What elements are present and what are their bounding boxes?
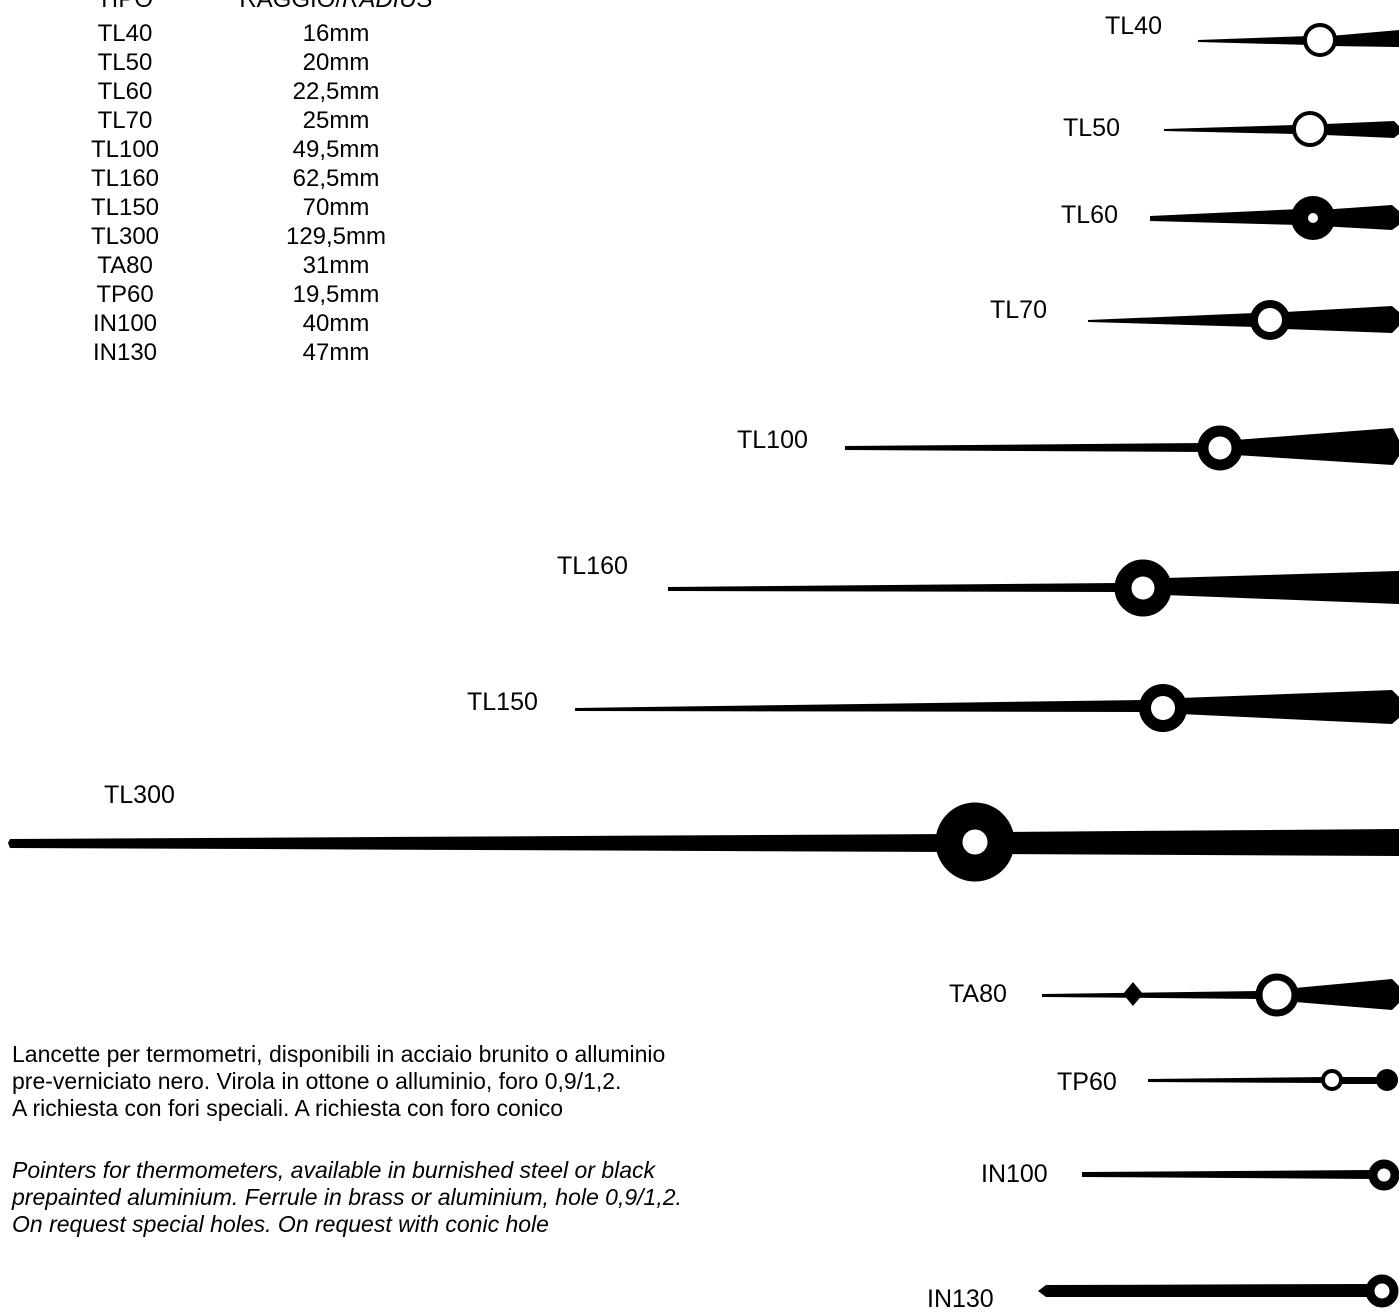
row-radius: 70mm xyxy=(302,194,370,221)
pointer-label-tl160: TL160 xyxy=(557,552,628,580)
description-italian: Lancette per termometri, disponibili in … xyxy=(12,1041,802,1122)
row-radius: 20mm xyxy=(302,49,370,76)
row-type: TL40 xyxy=(97,20,153,47)
row-radius: 40mm xyxy=(302,310,370,337)
description-line: pre-verniciato nero. Virola in ottone o … xyxy=(12,1068,622,1094)
row-type: TL50 xyxy=(97,49,153,76)
pointer-tp60-graphic xyxy=(1148,1069,1398,1091)
row-type: TL100 xyxy=(90,136,160,163)
row-radius: 129,5mm xyxy=(285,223,387,250)
table-header: TIPO RAGGIO/RADIUS xyxy=(0,0,460,14)
row-radius: 19,5mm xyxy=(292,281,380,308)
header-radius: RAGGIO/RADIUS xyxy=(190,0,482,14)
pointer-in130-graphic xyxy=(1038,1274,1399,1308)
row-type: TL300 xyxy=(90,223,160,250)
table-row: TL100 49,5mm xyxy=(0,135,460,164)
pointer-label-tl50: TL50 xyxy=(1063,114,1120,142)
description-line: prepainted aluminium. Ferrule in brass o… xyxy=(12,1184,682,1210)
pointer-tl150-graphic xyxy=(575,684,1399,732)
pointer-tl300-graphic xyxy=(8,802,1399,882)
pointer-in100-graphic xyxy=(1082,1159,1399,1191)
pointer-tl100-graphic xyxy=(845,425,1399,471)
table-row: TA80 31mm xyxy=(0,251,460,280)
table-row: TL150 70mm xyxy=(0,193,460,222)
row-type: TL70 xyxy=(97,107,153,134)
pointer-label-tl60: TL60 xyxy=(1061,201,1118,229)
table-row: IN100 40mm xyxy=(0,309,460,338)
table-row: TL160 62,5mm xyxy=(0,164,460,193)
pointer-label-in100: IN100 xyxy=(981,1160,1048,1188)
table-row: TL70 25mm xyxy=(0,106,460,135)
header-type: TIPO xyxy=(60,0,190,14)
pointer-tl160-graphic xyxy=(668,559,1399,617)
pointer-tl60-graphic xyxy=(1150,196,1399,240)
table-row: TP60 19,5mm xyxy=(0,280,460,309)
pointer-label-tp60: TP60 xyxy=(1057,1068,1117,1096)
row-radius: 16mm xyxy=(302,20,370,47)
table-row: TL50 20mm xyxy=(0,48,460,77)
description-line: A richiesta con fori speciali. A richies… xyxy=(12,1095,564,1121)
row-type: TL60 xyxy=(97,78,153,105)
description-english: Pointers for thermometers, available in … xyxy=(12,1157,802,1238)
row-radius: 62,5mm xyxy=(292,165,380,192)
pointer-label-tl70: TL70 xyxy=(990,296,1047,324)
row-radius: 22,5mm xyxy=(292,78,380,105)
row-type: TP60 xyxy=(96,281,154,308)
table-row: TL60 22,5mm xyxy=(0,77,460,106)
pointer-label-tl100: TL100 xyxy=(737,426,808,454)
pointer-label-ta80: TA80 xyxy=(949,980,1007,1008)
table-row: TL40 16mm xyxy=(0,19,460,48)
row-type: IN100 xyxy=(92,310,158,337)
pointer-label-tl40: TL40 xyxy=(1105,12,1162,40)
row-type: TL160 xyxy=(90,165,160,192)
pointer-tl70-graphic xyxy=(1088,300,1399,340)
pointer-ta80-graphic xyxy=(1042,973,1399,1017)
row-type: TA80 xyxy=(97,252,153,279)
description-line: Lancette per termometri, disponibili in … xyxy=(12,1041,666,1067)
row-type: TL150 xyxy=(90,194,160,221)
row-radius: 47mm xyxy=(302,339,370,366)
pointer-tl50-graphic xyxy=(1164,111,1399,147)
table-row: IN130 47mm xyxy=(0,338,460,367)
description-line: On request special holes. On request wit… xyxy=(12,1211,549,1237)
pointer-tl40-graphic xyxy=(1198,23,1399,57)
row-radius: 31mm xyxy=(302,252,370,279)
pointer-label-in130: IN130 xyxy=(927,1285,994,1313)
row-type: IN130 xyxy=(92,339,158,366)
table-row: TL300 129,5mm xyxy=(0,222,460,251)
description-line: Pointers for thermometers, available in … xyxy=(12,1157,656,1183)
pointer-label-tl300: TL300 xyxy=(104,781,175,809)
row-radius: 25mm xyxy=(302,107,370,134)
pointer-label-tl150: TL150 xyxy=(467,688,538,716)
row-radius: 49,5mm xyxy=(292,136,380,163)
